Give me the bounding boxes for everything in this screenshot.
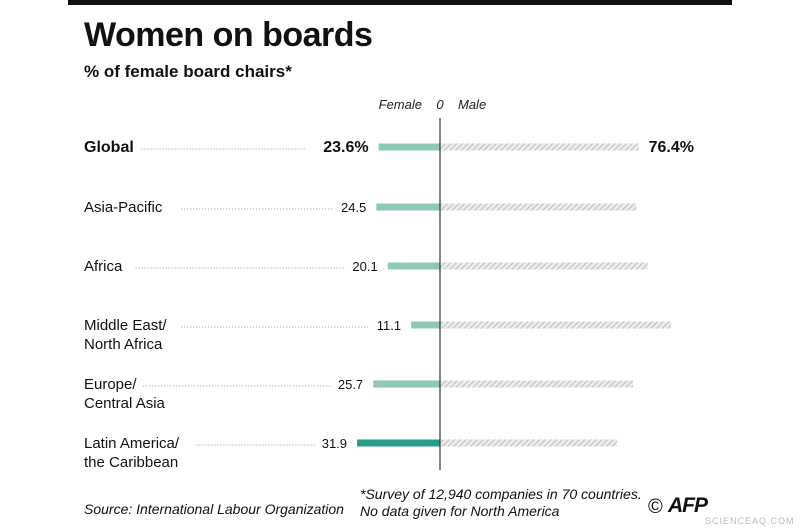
axis-label-male: Male bbox=[458, 97, 486, 112]
male-bar bbox=[440, 321, 672, 329]
male-bar bbox=[440, 380, 634, 388]
female-bar bbox=[373, 380, 440, 388]
male-bar bbox=[440, 203, 637, 211]
male-value-label: 76.4% bbox=[649, 139, 694, 156]
female-bar bbox=[357, 439, 440, 447]
source-note: Source: International Labour Organizatio… bbox=[84, 501, 344, 517]
chart-title: Women on boards bbox=[84, 16, 373, 54]
female-bar bbox=[376, 203, 440, 211]
female-bar bbox=[378, 143, 440, 151]
chart-subtitle: % of female board chairs* bbox=[84, 62, 292, 81]
category-label: Latin America/ bbox=[84, 435, 180, 452]
category-label: Asia-Pacific bbox=[84, 199, 163, 216]
female-value-label: 23.6% bbox=[323, 139, 368, 156]
footnote: *Survey of 12,940 companies in 70 countr… bbox=[360, 486, 650, 520]
category-label: North Africa bbox=[84, 336, 163, 353]
afp-logo: AFP bbox=[668, 494, 708, 517]
female-bar bbox=[387, 262, 440, 270]
category-label: Middle East/ bbox=[84, 317, 167, 334]
female-value-label: 11.1 bbox=[377, 318, 401, 333]
axis-label-zero: 0 bbox=[436, 97, 444, 112]
category-label: Europe/ bbox=[84, 376, 137, 393]
female-value-label: 31.9 bbox=[322, 436, 347, 451]
watermark: SCIENCEAQ.COM bbox=[705, 516, 795, 526]
footnote-line-1: *Survey of 12,940 companies in 70 countr… bbox=[360, 486, 642, 502]
axis-label-female: Female bbox=[379, 97, 422, 112]
top-rule bbox=[68, 0, 732, 5]
category-label: Africa bbox=[84, 258, 123, 275]
footnote-line-2: No data given for North America bbox=[360, 503, 560, 519]
copyright-symbol: © bbox=[648, 496, 663, 518]
category-label: the Caribbean bbox=[84, 454, 178, 471]
category-label: Central Asia bbox=[84, 395, 166, 412]
male-bar bbox=[440, 143, 639, 151]
female-value-label: 25.7 bbox=[338, 377, 363, 392]
female-bar bbox=[411, 321, 440, 329]
male-bar bbox=[440, 262, 648, 270]
female-value-label: 20.1 bbox=[352, 259, 377, 274]
male-bar bbox=[440, 439, 618, 447]
female-value-label: 24.5 bbox=[341, 200, 366, 215]
category-label: Global bbox=[84, 139, 134, 156]
